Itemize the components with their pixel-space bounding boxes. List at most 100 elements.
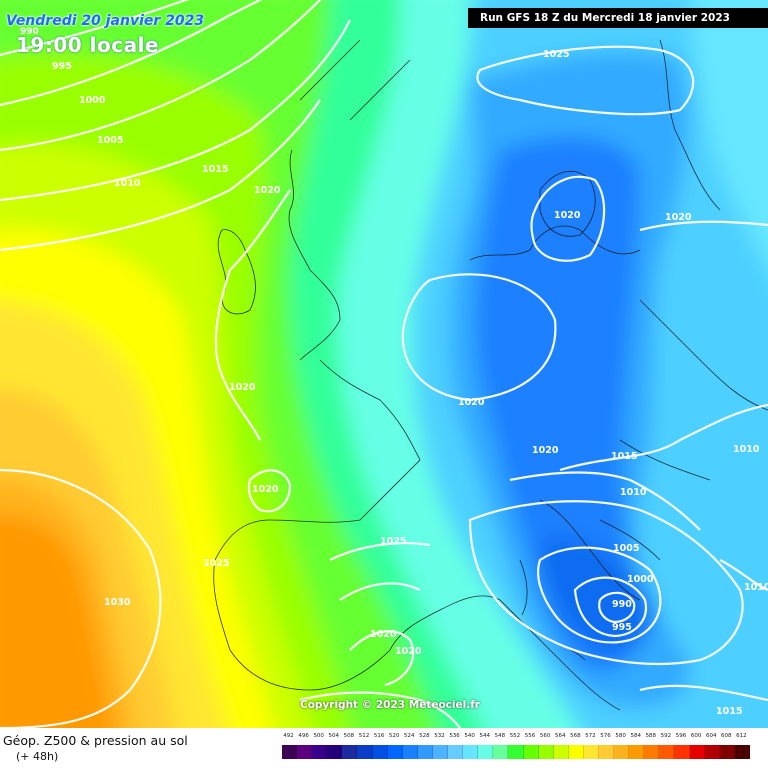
- isobar-label: 1020: [229, 382, 256, 393]
- isobar-label: 995: [612, 622, 632, 633]
- legend-value: 528: [419, 733, 430, 739]
- isobar-label: 1020: [532, 445, 559, 456]
- corner-isobar-value: 990: [20, 27, 39, 37]
- isobar-label: 1015: [611, 451, 637, 462]
- weather-map: 995 1000 1005 1010 1015 1020 1025 1020 1…: [0, 0, 768, 728]
- legend-value: 540: [464, 733, 475, 739]
- legend-value: 516: [373, 733, 385, 739]
- copyright-text: Copyright © 2023 Meteociel.fr: [300, 699, 480, 711]
- legend-swatch: [598, 745, 615, 759]
- legend-swatch: [357, 745, 373, 759]
- isobar-label: 990: [612, 599, 632, 610]
- legend-value: 520: [388, 733, 400, 739]
- legend-value: 572: [585, 733, 596, 739]
- legend-swatch: [387, 745, 403, 759]
- map-caption: Géop. Z500 & pression au sol: [3, 733, 188, 748]
- legend-swatch: [568, 745, 584, 759]
- isobar-label: 1020: [395, 646, 422, 657]
- legend-value: 564: [554, 733, 566, 739]
- legend-swatch: [644, 745, 660, 759]
- legend-swatch: [704, 745, 720, 759]
- isobar-label: 1010: [620, 487, 647, 498]
- isobar-label: 1020: [252, 484, 279, 495]
- legend-swatch: [659, 745, 675, 759]
- legend-swatch: [614, 745, 630, 759]
- legend-swatch: [734, 745, 750, 759]
- footer: Géop. Z500 & pression au sol (+ 48h) 492…: [0, 728, 768, 768]
- legend-value: 504: [328, 733, 340, 739]
- isobar-label: 1020: [254, 185, 281, 196]
- legend-swatch: [478, 745, 494, 759]
- legend-swatch: [372, 745, 388, 759]
- legend-swatch: [538, 745, 554, 759]
- legend-value: 544: [479, 733, 491, 739]
- isobar-label: 1020: [370, 629, 397, 640]
- legend-swatch: [297, 745, 313, 759]
- isobar-label: 1020: [458, 397, 485, 408]
- legend-labels: 492 496 500 504 508 512 516 520 524 528 532 536 540 5…: [282, 733, 750, 743]
- isobar-label: 1020: [554, 210, 581, 221]
- legend-swatch: [583, 745, 599, 759]
- legend-value: 596: [675, 733, 687, 739]
- geopotential-field: [0, 0, 768, 728]
- legend-value: 600: [690, 733, 702, 739]
- legend-value: 532: [434, 733, 445, 739]
- color-legend: 492 496 500 504 508 512 516 520 524 528 532 536 540 5…: [282, 733, 750, 765]
- legend-swatch: [493, 745, 509, 759]
- legend-value: 548: [494, 733, 506, 739]
- legend-value: 552: [509, 733, 521, 739]
- isobar-label: 1015: [202, 164, 228, 175]
- legend-value: 584: [630, 733, 641, 739]
- legend-swatch: [674, 745, 690, 759]
- legend-value: 536: [449, 733, 460, 739]
- legend-value: 588: [645, 733, 657, 739]
- isobar-label: 1000: [627, 574, 654, 585]
- isobar-label: 1000: [79, 95, 106, 106]
- isobar-label: 1005: [97, 135, 123, 146]
- legend-value: 496: [298, 733, 309, 739]
- legend-bar: [282, 745, 750, 759]
- legend-swatch: [553, 745, 569, 759]
- isobar-label: 1020: [665, 212, 692, 223]
- isobar-labels: 995 1000 1005 1010 1015 1020 1025 1020 1…: [52, 49, 768, 717]
- legend-value: 560: [539, 733, 551, 739]
- forecast-time: 19:00 locale: [16, 33, 159, 57]
- legend-value: 580: [615, 733, 626, 739]
- legend-value: 524: [404, 733, 415, 739]
- forecast-lead: (+ 48h): [16, 750, 59, 763]
- legend-value: 512: [358, 733, 370, 739]
- legend-swatch: [523, 745, 539, 759]
- legend-swatch: [719, 745, 735, 759]
- legend-swatch: [448, 745, 464, 759]
- isobar-label: 1025: [543, 49, 569, 60]
- isobar-label: 1010: [744, 582, 768, 593]
- legend-value: 492: [283, 733, 294, 739]
- model-run-banner: Run GFS 18 Z du Mercredi 18 janvier 2023: [468, 8, 768, 28]
- legend-swatch: [312, 745, 328, 759]
- legend-swatch: [402, 745, 418, 759]
- legend-value: 508: [343, 733, 355, 739]
- isobar-label: 1010: [114, 178, 141, 189]
- legend-swatch: [463, 745, 479, 759]
- legend-swatch: [342, 745, 358, 759]
- legend-value: 612: [736, 733, 747, 739]
- isobar-label: 1005: [613, 543, 639, 554]
- isobar-label: 1015: [716, 706, 742, 717]
- legend-value: 592: [660, 733, 672, 739]
- legend-swatch: [282, 745, 298, 759]
- legend-value: 608: [721, 733, 732, 739]
- legend-value: 604: [705, 733, 717, 739]
- isobar-label: 1030: [104, 597, 131, 608]
- isobar-label: 1025: [203, 558, 229, 569]
- isobar-label: 995: [52, 61, 72, 72]
- isobar-label: 1010: [733, 444, 760, 455]
- legend-value: 500: [313, 733, 324, 739]
- legend-swatch: [417, 745, 433, 759]
- legend-swatch: [629, 745, 645, 759]
- isobars: [0, 0, 768, 728]
- legend-swatch: [689, 745, 705, 759]
- forecast-date: Vendredi 20 janvier 2023: [6, 13, 205, 29]
- isobar-label: 1025: [380, 536, 406, 547]
- legend-value: 576: [600, 733, 611, 739]
- legend-swatch: [432, 745, 449, 759]
